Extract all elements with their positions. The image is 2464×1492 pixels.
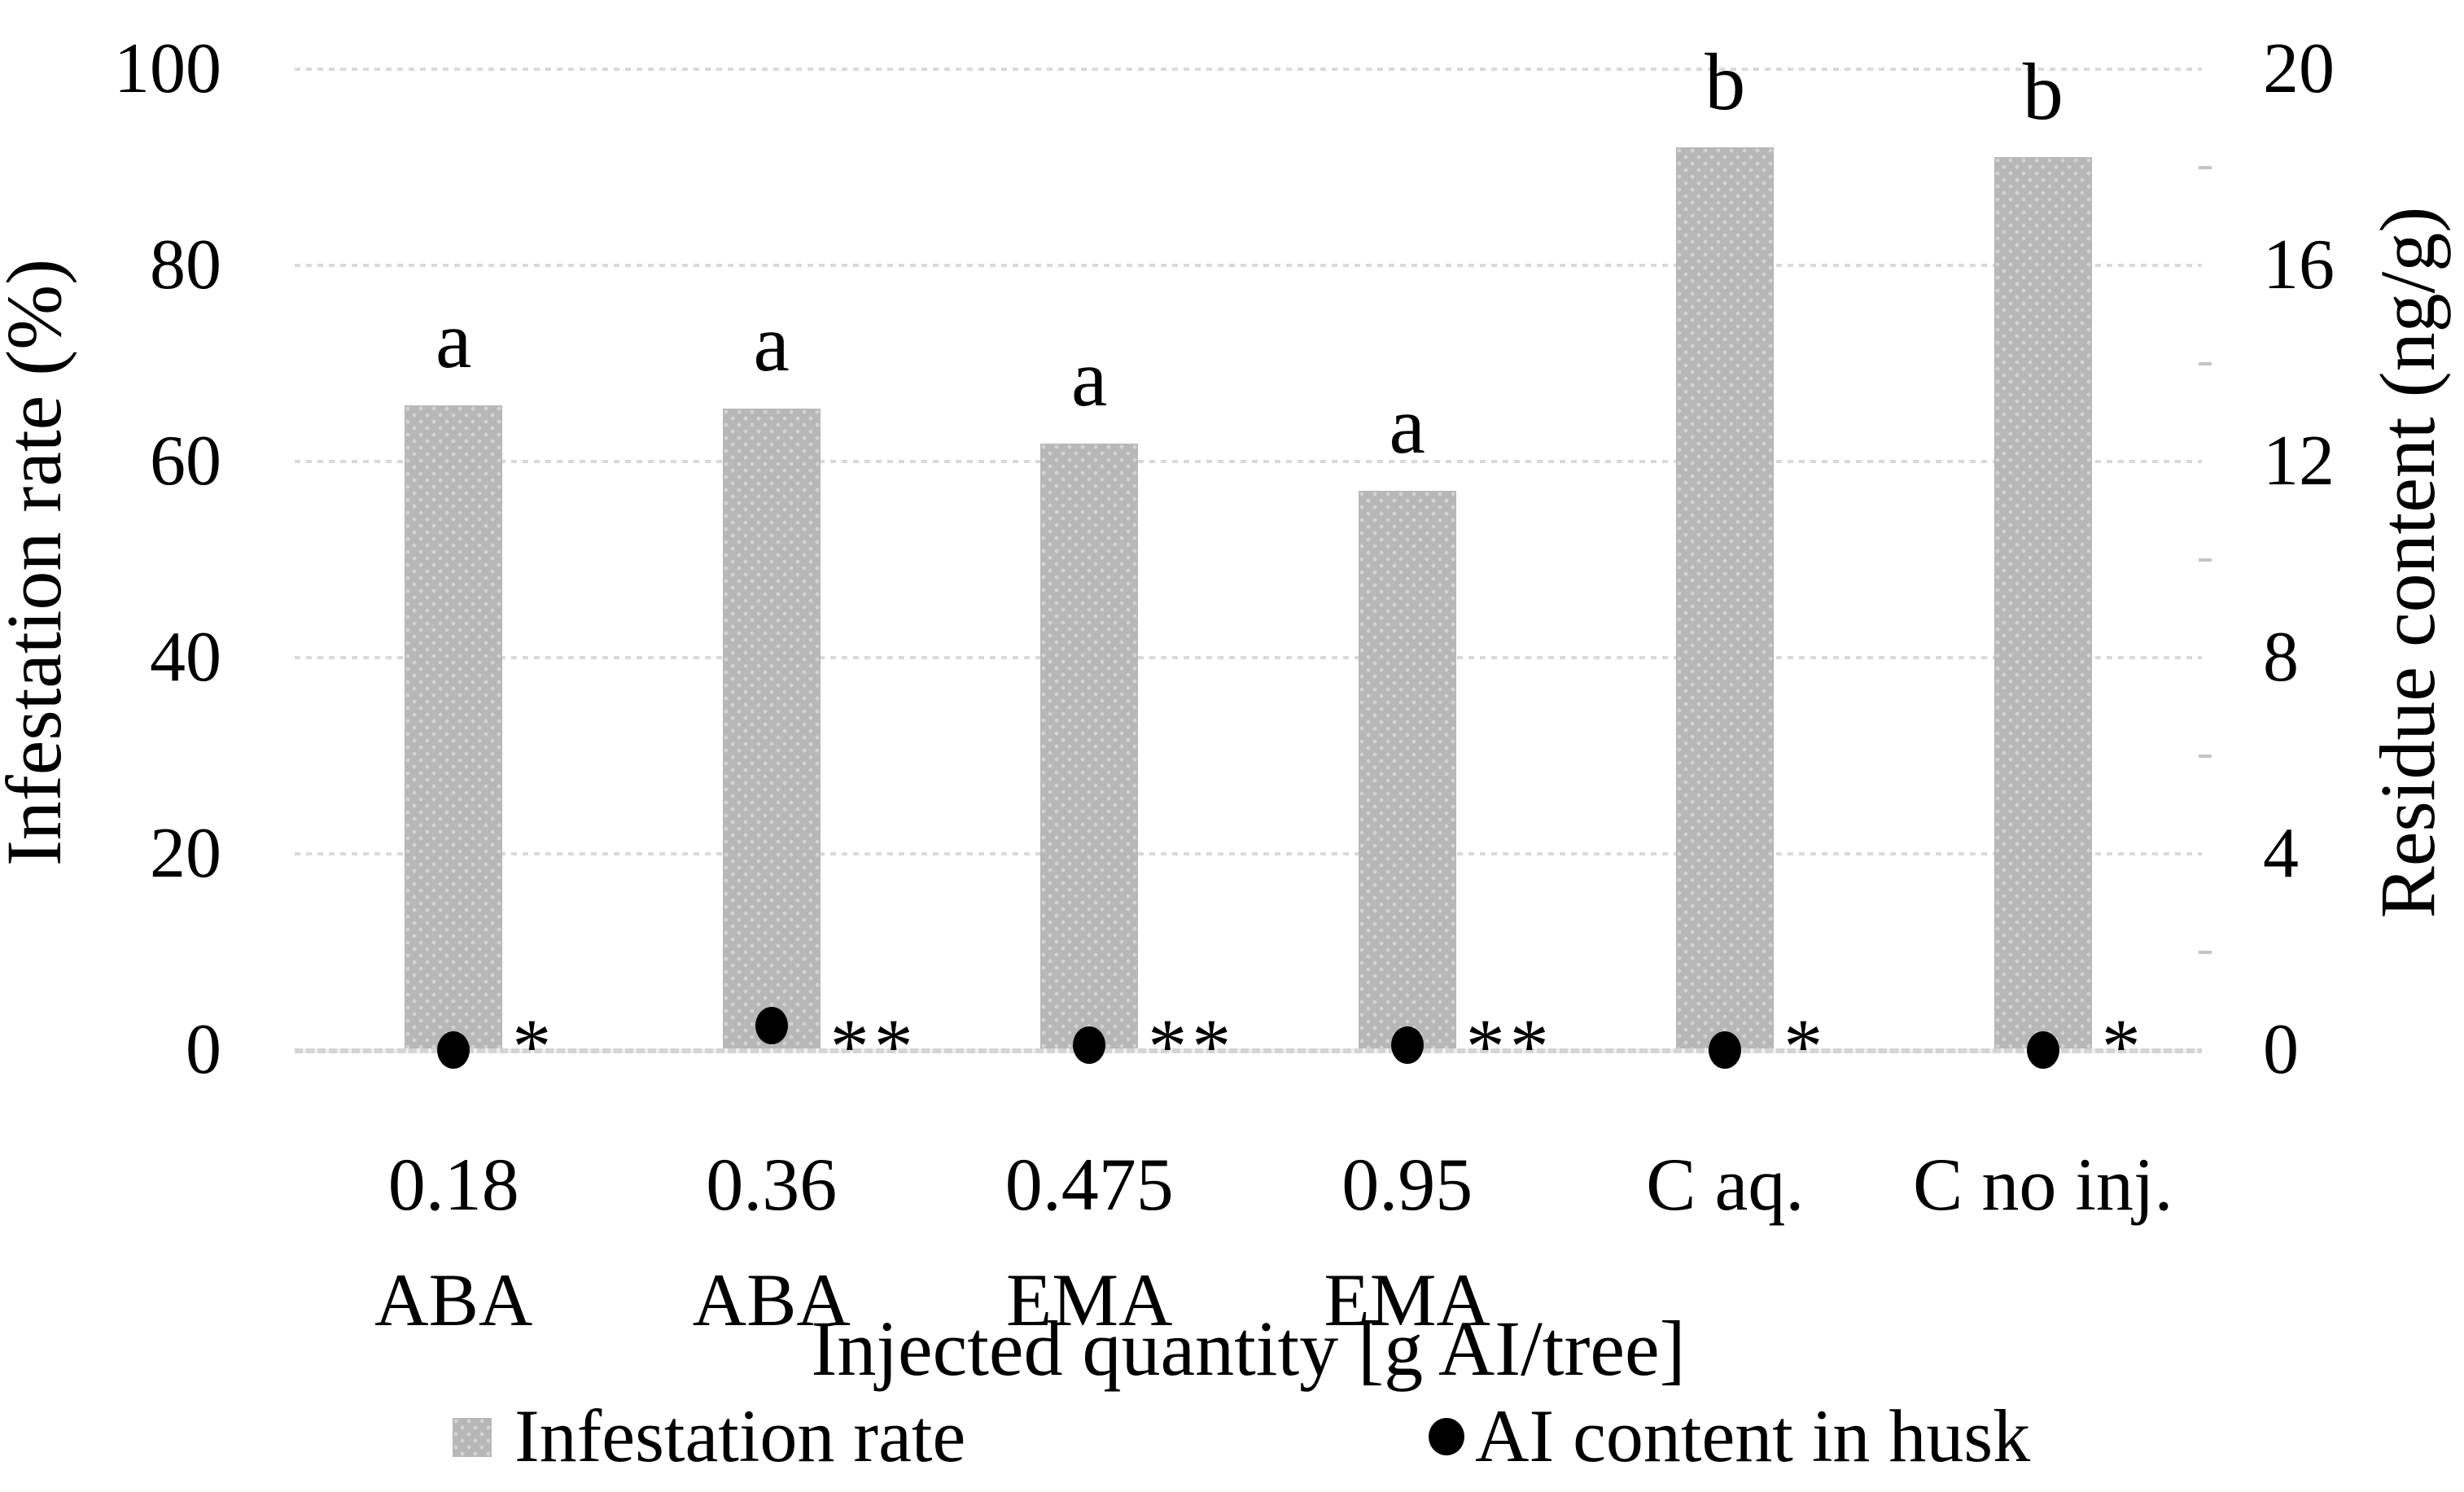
significance-asterisk: * xyxy=(512,1003,557,1090)
x-category-line2: ABA xyxy=(692,1258,851,1341)
significance-asterisk: * xyxy=(1783,1003,1828,1090)
residue-dot xyxy=(1073,1026,1106,1064)
x-category-line2: EMA xyxy=(1324,1258,1490,1341)
legend-label-ai-content: AI content in husk xyxy=(1475,1394,2031,1477)
y-tick-right-16: 16 xyxy=(2263,225,2335,304)
x-axis-title: Injected quantity [g AI/tree] xyxy=(811,1305,1686,1392)
bar-C no inj. xyxy=(1994,157,2092,1053)
y-tick-right-8: 8 xyxy=(2263,618,2299,697)
bar-0.18 xyxy=(405,405,503,1053)
y-tick-right-12: 12 xyxy=(2263,422,2335,501)
y-tick-right-4: 4 xyxy=(2263,814,2299,893)
bar-0.475 xyxy=(1040,444,1139,1053)
residue-dot xyxy=(2026,1031,2059,1069)
y-axis-title-left: Infestation rate (%) xyxy=(0,258,77,867)
x-category-line2: EMA xyxy=(1006,1258,1173,1341)
significance-asterisk: ** xyxy=(1148,1003,1236,1090)
significance-asterisk: * xyxy=(2101,1003,2146,1090)
y-tick-left-80: 80 xyxy=(150,225,221,304)
significance-asterisk: ** xyxy=(1465,1003,1554,1090)
y-tick-left-60: 60 xyxy=(150,422,221,501)
y-tick-right-0: 0 xyxy=(2263,1010,2299,1089)
significance-letter: a xyxy=(1071,333,1108,424)
gridline-60 xyxy=(295,460,2202,463)
gridline-80 xyxy=(295,264,2202,267)
right-axis-minor-tick xyxy=(2199,165,2212,169)
y-tick-left-20: 20 xyxy=(150,814,221,893)
y-tick-left-0: 0 xyxy=(186,1010,221,1089)
right-axis-minor-tick xyxy=(2199,950,2212,954)
legend-label-infestation-rate: Infestation rate xyxy=(514,1394,966,1477)
significance-letter: b xyxy=(2022,46,2064,138)
x-category-line1: 0.18 xyxy=(387,1143,519,1226)
residue-dot xyxy=(755,1006,788,1044)
x-category-line1: 0.475 xyxy=(1004,1143,1174,1226)
legend-bar-swatch xyxy=(453,1418,492,1457)
x-category-line1: C aq. xyxy=(1646,1143,1805,1226)
gridline-100 xyxy=(295,68,2202,71)
y-tick-left-100: 100 xyxy=(114,29,221,108)
y-tick-left-40: 40 xyxy=(150,618,221,697)
residue-dot xyxy=(1390,1026,1424,1064)
gridline-40 xyxy=(295,656,2202,659)
y-axis-title-right: Residue content (ng/g) xyxy=(2364,206,2451,919)
significance-letter: a xyxy=(753,297,790,388)
significance-asterisk: ** xyxy=(829,1003,918,1090)
x-category-line2: ABA xyxy=(374,1258,533,1341)
x-category-line1: 0.36 xyxy=(706,1143,838,1226)
residue-dot xyxy=(437,1031,470,1069)
bar-0.36 xyxy=(722,408,821,1053)
right-axis-minor-tick xyxy=(2199,754,2212,758)
significance-letter: a xyxy=(1389,380,1425,471)
residue-dot xyxy=(1709,1031,1742,1069)
legend-dot-marker xyxy=(1429,1418,1464,1455)
significance-letter: a xyxy=(435,295,472,386)
right-axis-minor-tick xyxy=(2199,558,2212,562)
gridline-20 xyxy=(295,852,2202,855)
x-axis-line xyxy=(295,1048,2202,1053)
bar-0.95 xyxy=(1358,491,1456,1053)
bar-C aq. xyxy=(1676,147,1775,1053)
right-axis-minor-tick xyxy=(2199,361,2212,365)
x-category-line1: C no inj. xyxy=(1913,1143,2173,1226)
significance-letter: b xyxy=(1705,37,1746,128)
y-tick-right-20: 20 xyxy=(2263,29,2335,108)
x-category-line1: 0.95 xyxy=(1341,1143,1473,1226)
